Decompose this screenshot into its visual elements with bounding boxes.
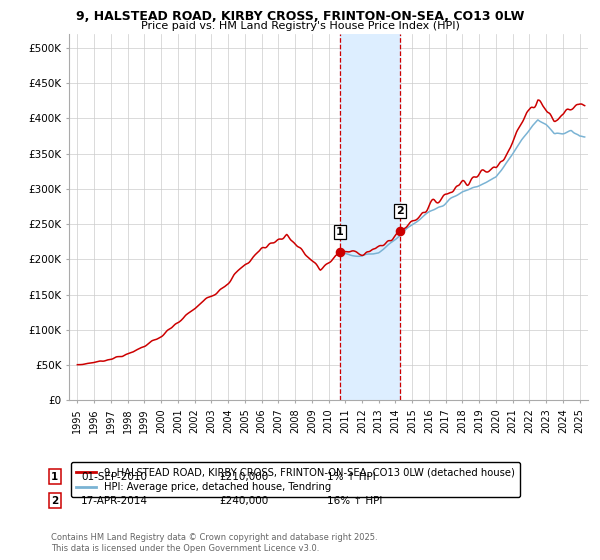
Text: 1: 1 <box>336 227 344 237</box>
Text: 2: 2 <box>51 496 58 506</box>
Text: 16% ↑ HPI: 16% ↑ HPI <box>327 496 382 506</box>
Text: Price paid vs. HM Land Registry's House Price Index (HPI): Price paid vs. HM Land Registry's House … <box>140 21 460 31</box>
Text: 1: 1 <box>51 472 58 482</box>
Legend: 9, HALSTEAD ROAD, KIRBY CROSS, FRINTON-ON-SEA, CO13 0LW (detached house), HPI: A: 9, HALSTEAD ROAD, KIRBY CROSS, FRINTON-O… <box>71 462 520 497</box>
Bar <box>340 34 400 400</box>
Text: 9, HALSTEAD ROAD, KIRBY CROSS, FRINTON-ON-SEA, CO13 0LW: 9, HALSTEAD ROAD, KIRBY CROSS, FRINTON-O… <box>76 10 524 23</box>
Text: 17-APR-2014: 17-APR-2014 <box>81 496 148 506</box>
Text: 1% ↑ HPI: 1% ↑ HPI <box>327 472 376 482</box>
Text: Contains HM Land Registry data © Crown copyright and database right 2025.
This d: Contains HM Land Registry data © Crown c… <box>51 533 377 553</box>
Text: £240,000: £240,000 <box>219 496 268 506</box>
Point <box>335 248 344 256</box>
Text: 01-SEP-2010: 01-SEP-2010 <box>81 472 147 482</box>
Point <box>395 227 405 236</box>
Text: 2: 2 <box>397 206 404 216</box>
Text: £210,000: £210,000 <box>219 472 268 482</box>
